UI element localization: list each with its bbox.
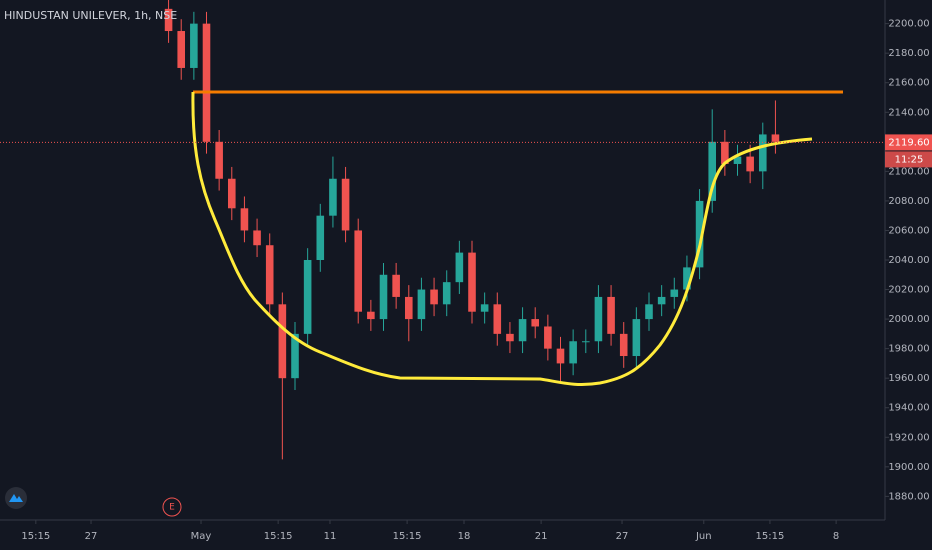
candle-body <box>607 296 615 334</box>
candle-body <box>594 296 603 342</box>
candle-body <box>329 178 337 216</box>
candle-body <box>253 230 261 246</box>
event-marker[interactable] <box>162 497 182 517</box>
candle-body <box>746 156 754 172</box>
y-tick-label: 2040.00 <box>888 255 929 266</box>
candle-body <box>569 341 577 364</box>
y-tick-label: 1920.00 <box>888 432 929 443</box>
countdown-box <box>885 151 932 168</box>
last-price-label: 2119.60 <box>888 137 929 148</box>
candle-body <box>303 260 312 334</box>
candle-body <box>468 252 476 312</box>
candle-body <box>404 296 413 320</box>
candle-body <box>581 341 590 343</box>
x-tick-label: 15:15 <box>756 531 785 542</box>
y-tick-label: 1980.00 <box>888 344 929 355</box>
y-tick-label: 2000.00 <box>888 314 929 325</box>
candle-body <box>367 311 375 320</box>
candle-body <box>518 319 527 342</box>
candle-body <box>556 348 565 364</box>
candle-body <box>619 333 628 357</box>
candle-body <box>695 200 704 268</box>
candle-body <box>721 141 729 164</box>
x-tick-label: 21 <box>535 531 548 542</box>
candle-body <box>417 289 426 320</box>
y-tick-label: 2060.00 <box>888 225 929 236</box>
event-marker-label: E <box>169 503 175 513</box>
candle-body <box>265 245 274 305</box>
y-tick-label: 1900.00 <box>888 462 929 473</box>
candle-body <box>733 156 742 164</box>
countdown-label: 11:25 <box>895 154 924 165</box>
candle-body <box>202 23 211 142</box>
plot <box>164 0 780 460</box>
candle-body <box>430 289 438 305</box>
x-tick-label: May <box>191 531 212 542</box>
candle-body <box>291 333 299 379</box>
candle-body <box>657 296 666 305</box>
y-tick-label: 2100.00 <box>888 166 929 177</box>
candle-body <box>442 282 451 305</box>
y-tick-label: 2200.00 <box>888 19 929 30</box>
x-tick-label: 18 <box>458 531 471 542</box>
candle-body <box>341 178 350 231</box>
candle-body <box>190 23 198 68</box>
x-tick-label: Jun <box>695 531 712 542</box>
candle-body <box>240 208 249 231</box>
chart-title: HINDUSTAN UNILEVER, 1h, NSE <box>4 9 177 22</box>
candle-body <box>645 304 653 320</box>
last-price-box <box>885 134 932 151</box>
y-tick-label: 2140.00 <box>888 107 929 118</box>
y-tick-label: 2180.00 <box>888 48 929 59</box>
candle-body <box>278 304 287 379</box>
candle-body <box>771 134 780 142</box>
candle-body <box>531 319 540 327</box>
candle-body <box>544 326 552 349</box>
candle-body <box>177 31 186 68</box>
x-tick-label: 8 <box>833 531 839 542</box>
x-tick-label: 27 <box>616 531 629 542</box>
x-tick-label: 15:15 <box>264 531 293 542</box>
y-tick-label: 1880.00 <box>888 491 929 502</box>
y-tick-label: 1960.00 <box>888 373 929 384</box>
candle-body <box>316 215 325 260</box>
candle-body <box>227 178 236 209</box>
y-tick-label: 2160.00 <box>888 78 929 89</box>
candle-body <box>455 252 464 283</box>
candle-body <box>164 8 173 32</box>
y-tick-label: 2020.00 <box>888 285 929 296</box>
candle-body <box>493 304 502 334</box>
candle-body <box>708 141 717 201</box>
candle-body <box>480 304 489 312</box>
candle-body <box>683 267 691 290</box>
candle-body <box>354 230 363 312</box>
x-tick-label: 27 <box>85 531 98 542</box>
candle-body <box>632 319 641 357</box>
y-tick-label: 2080.00 <box>888 196 929 207</box>
candle-body <box>215 141 223 179</box>
cup-drawing <box>191 91 813 386</box>
candle-body <box>392 274 400 297</box>
candle-body <box>758 134 767 172</box>
candle-body <box>379 274 388 320</box>
y-tick-label: 1940.00 <box>888 403 929 414</box>
x-tick-label: 15:15 <box>21 531 50 542</box>
x-tick-label: 11 <box>324 531 337 542</box>
candle-body <box>670 289 679 297</box>
logo-icon <box>9 494 23 502</box>
candle-body <box>506 333 514 342</box>
x-tick-label: 15:15 <box>393 531 422 542</box>
